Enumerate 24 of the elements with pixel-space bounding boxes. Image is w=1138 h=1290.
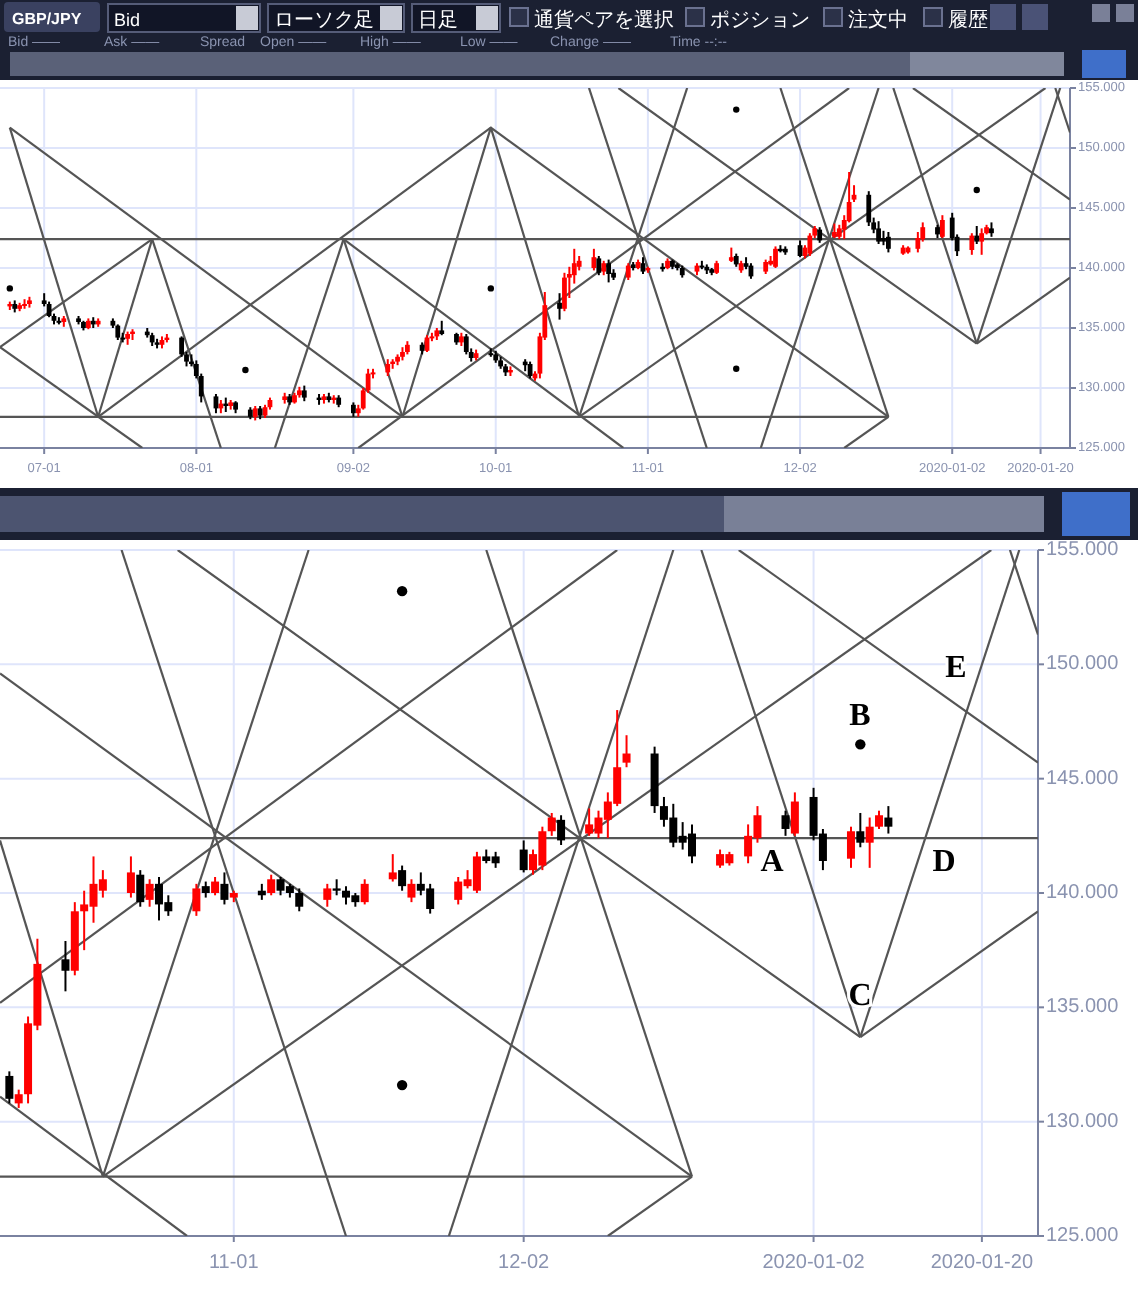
text: 日足 — [418, 10, 458, 32]
y-tick-label: 135.000 — [1046, 996, 1120, 1019]
annotation: E — [945, 651, 967, 685]
y-tick-label: 140.000 — [1046, 882, 1120, 904]
annotation: A — [760, 845, 785, 879]
text: ポジション — [710, 10, 810, 32]
text: Bid — [114, 10, 141, 30]
annotation: D — [932, 845, 956, 879]
x-tick-label: 12-02 — [498, 1252, 551, 1274]
text: 通貨ペアを選択 — [534, 8, 674, 32]
y-tick-label: 125.000 — [1046, 1225, 1120, 1247]
y-tick-label: 145.000 — [1046, 767, 1120, 790]
text: ローソク足 — [274, 10, 374, 32]
text: 注文中 — [848, 8, 908, 32]
y-tick-label: 130.000 — [1046, 1110, 1120, 1133]
text: 履歴 — [948, 10, 988, 32]
y-tick-label: 155.000 — [1046, 539, 1120, 561]
y-tick-label: 150.000 — [1046, 653, 1120, 676]
x-tick-label: 2020-01-02 — [762, 1252, 866, 1274]
x-tick-label: 11-01 — [208, 1252, 260, 1274]
annotation: C — [848, 979, 872, 1013]
annotation: B — [849, 699, 872, 733]
x-tick-label: 2020-01-20 — [930, 1252, 1034, 1274]
text: GBP/JPY — [12, 10, 83, 28]
